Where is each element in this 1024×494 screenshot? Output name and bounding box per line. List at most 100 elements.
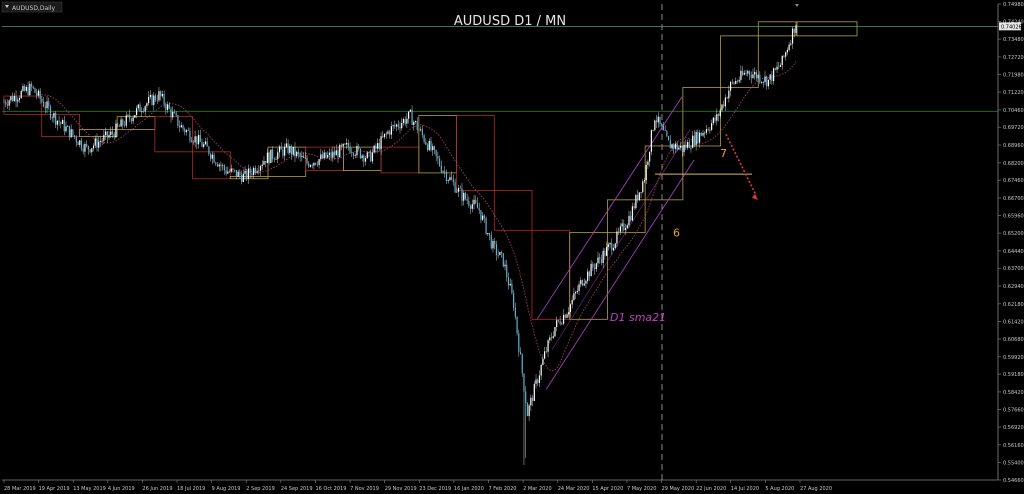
candle-body <box>340 144 343 147</box>
candle-body <box>457 187 460 192</box>
candle-body <box>170 108 172 118</box>
candle-body <box>251 173 253 175</box>
candle-body <box>662 125 665 131</box>
y-tick-label: 0.60680 <box>1003 337 1024 343</box>
x-tick-label: 28 Mar 2019 <box>4 486 36 492</box>
candle-body <box>194 136 196 143</box>
candle-body <box>313 162 315 166</box>
candle-body <box>3 101 5 103</box>
candle-body <box>495 244 498 256</box>
candle-body <box>695 131 697 146</box>
y-tick-label: 0.61420 <box>1003 320 1024 326</box>
candle-body <box>609 243 611 245</box>
candle-body <box>459 187 461 189</box>
candle-body <box>175 113 177 116</box>
candle-body <box>623 223 625 231</box>
candle-body <box>383 133 386 138</box>
candle-body <box>544 351 546 359</box>
candle-body <box>760 82 763 83</box>
candle-body <box>593 267 596 270</box>
y-axis: 0.74980 0.74240 0.73480 0.72720 0.71980 0.712… <box>2 2 1024 484</box>
candle-body <box>79 140 81 145</box>
candle-body <box>304 157 306 159</box>
y-tick-label: 0.72720 <box>1003 55 1024 61</box>
candle-body <box>210 154 212 159</box>
current-price-tag <box>999 22 1021 31</box>
candle-body <box>149 95 151 97</box>
candle-body <box>773 68 775 82</box>
symbol-tab[interactable]: AUDUSD,Daily <box>1 1 63 13</box>
candle-body <box>445 172 448 181</box>
candle-body <box>411 109 413 126</box>
candle-body <box>20 90 22 99</box>
candle-body <box>606 246 608 256</box>
candle-body <box>122 119 124 126</box>
candle-body <box>645 164 647 181</box>
candle-body <box>392 125 394 127</box>
y-tick-label: 0.62940 <box>1003 284 1024 290</box>
candle-body <box>98 141 100 148</box>
candle-body <box>618 231 620 233</box>
candle-body <box>153 95 155 105</box>
candle-body <box>180 125 182 128</box>
candle-body <box>464 192 467 199</box>
candle-body <box>669 140 671 149</box>
candle-body <box>216 163 219 167</box>
candle-body <box>17 99 19 102</box>
chevron-down-icon[interactable] <box>5 5 9 8</box>
candle-body <box>633 206 635 209</box>
x-tick-label: 5 Aug 2020 <box>765 486 794 492</box>
candle-body <box>377 143 379 149</box>
candle-body <box>101 140 103 142</box>
candle-body <box>184 128 186 133</box>
candle-body <box>51 117 53 119</box>
candle-body <box>123 125 126 126</box>
candle-body <box>366 152 368 159</box>
monthly-box <box>229 176 269 180</box>
monthly-box-current <box>796 21 858 37</box>
candle-body <box>494 240 496 245</box>
candle-body <box>208 146 210 155</box>
candle-body <box>578 284 580 291</box>
candle-body <box>676 143 678 150</box>
candle-body <box>516 316 518 334</box>
candle-body <box>740 70 742 80</box>
label-six: 6 <box>673 227 680 240</box>
candle-body <box>542 358 544 365</box>
candle-body <box>42 101 45 107</box>
candle-body <box>347 142 349 147</box>
candle-body <box>316 164 318 166</box>
candle-body <box>426 144 429 151</box>
candle-body <box>356 146 358 156</box>
candle-body <box>296 151 298 157</box>
candle-body <box>80 140 83 149</box>
candle-body <box>13 95 15 101</box>
candle-body <box>661 124 663 126</box>
monthly-box <box>456 115 495 191</box>
x-tick-label: 14 Jul 2020 <box>731 486 759 492</box>
candle-body <box>292 146 294 155</box>
candle-body <box>30 83 33 87</box>
candle-body <box>201 142 203 147</box>
x-tick-label: 16 Oct 2019 <box>315 486 346 492</box>
candle-body <box>738 79 740 82</box>
candle-body <box>655 120 658 123</box>
candle-body <box>36 92 38 96</box>
candle-body <box>327 155 329 158</box>
candle-body <box>10 96 12 101</box>
candle-body <box>151 95 153 105</box>
candle-body <box>420 129 422 131</box>
candle-body <box>437 155 439 159</box>
candle-body <box>244 170 246 174</box>
candle-body <box>521 354 523 374</box>
candle-body <box>482 215 484 220</box>
candle-body <box>745 73 747 74</box>
candle-body <box>530 397 532 406</box>
candle-body <box>475 199 477 203</box>
monthly-box <box>493 190 533 231</box>
candle-body <box>373 145 375 153</box>
candle-body <box>698 132 701 143</box>
candle-body <box>144 106 146 112</box>
candle-body <box>60 122 62 124</box>
